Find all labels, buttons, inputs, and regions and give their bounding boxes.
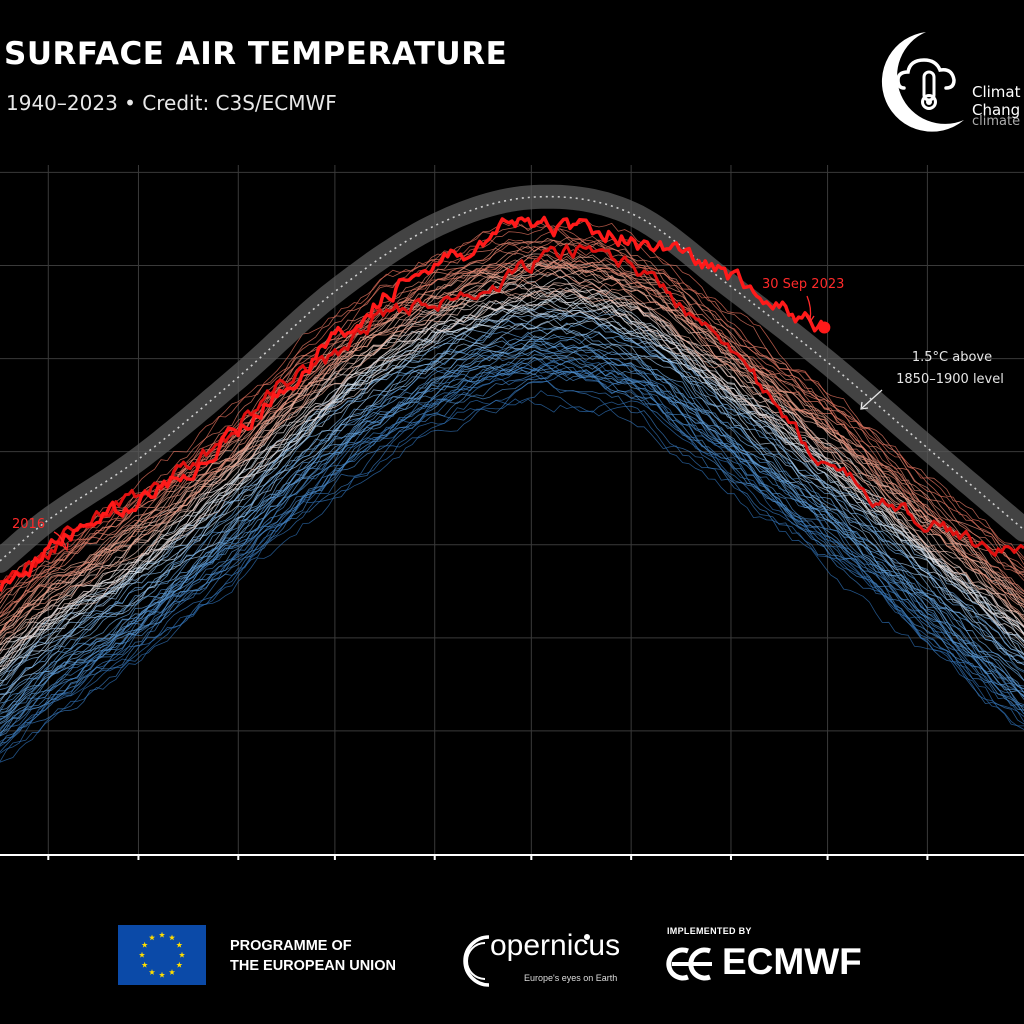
year-line-1945 xyxy=(0,380,1024,753)
year-line-2009 xyxy=(0,263,1024,633)
annotation-2023-arrow xyxy=(806,295,812,321)
eu-star xyxy=(158,931,166,938)
year-line-2018 xyxy=(0,222,1024,596)
year-line-1969 xyxy=(0,327,1024,700)
annotation-2023-arrowhead xyxy=(805,315,815,324)
implemented-by-label: IMPLEMENTED BY xyxy=(667,926,752,936)
eu-star xyxy=(141,961,148,968)
year-line-1980 xyxy=(0,320,1024,685)
eu-star xyxy=(168,969,176,975)
reference-line xyxy=(0,195,1024,562)
reference-label-arrow xyxy=(861,389,883,409)
year-line-1993 xyxy=(0,288,1024,668)
eu-star xyxy=(176,941,183,948)
year-line-2013 xyxy=(0,237,1024,614)
reference-label-line2: 1850–1900 level xyxy=(896,372,1004,387)
year-line-2012 xyxy=(0,260,1024,634)
year-line-1946 xyxy=(0,358,1024,737)
c3s-name: Climat Chang xyxy=(972,83,1021,119)
eu-star xyxy=(148,934,156,941)
year-line-1950 xyxy=(0,365,1024,729)
year-line-1953 xyxy=(0,372,1024,736)
c3s-name-line2: Chang xyxy=(972,101,1021,119)
year-line-1943 xyxy=(0,371,1024,747)
year-line-1981 xyxy=(0,298,1024,664)
ecmwf-name: ECMWF xyxy=(722,941,862,982)
annotation-2016-arrowhead xyxy=(61,542,69,552)
series-line-2023 xyxy=(0,215,826,593)
eu-line1: PROGRAMME OF xyxy=(230,938,352,954)
eu-star xyxy=(141,941,148,948)
year-line-1966 xyxy=(0,349,1024,713)
year-line-1970 xyxy=(0,317,1024,688)
year-line-2006 xyxy=(0,245,1024,618)
annotation-2016-arrow xyxy=(53,531,67,549)
year-line-1955 xyxy=(0,363,1024,731)
reference-band xyxy=(0,184,1024,573)
year-line-1975 xyxy=(0,318,1024,702)
year-line-1940 xyxy=(0,398,1024,763)
eu-star xyxy=(138,951,146,958)
ecmwf-logo-icon xyxy=(666,947,712,981)
year-line-1948 xyxy=(0,357,1024,744)
c3s-name-line1: Climat xyxy=(972,83,1021,101)
year-lines xyxy=(0,219,1024,763)
year-line-2008 xyxy=(0,258,1024,632)
chart-title: SURFACE AIR TEMPERATURE xyxy=(4,36,508,72)
year-line-1984 xyxy=(0,293,1024,668)
x-axis-ticks: FEBMARAPRMAYJUNJULAUGSEPOCTNOV xyxy=(47,855,929,860)
year-line-1951 xyxy=(0,350,1024,721)
annotation-2023: 30 Sep 2023 xyxy=(762,277,844,292)
chart-subtitle: 1940–2023 • Credit: C3S/ECMWF xyxy=(6,91,337,115)
year-line-2014 xyxy=(0,255,1024,622)
reference-label-arrowhead xyxy=(860,401,869,410)
year-line-2020 xyxy=(0,228,1024,604)
eu-star xyxy=(148,969,156,975)
year-line-1967 xyxy=(0,342,1024,711)
year-line-1941 xyxy=(0,390,1024,754)
copernicus-tagline: Europe's eyes on Earth xyxy=(524,973,618,983)
eu-line2: THE EUROPEAN UNION xyxy=(230,958,396,974)
year-line-1960 xyxy=(0,331,1024,709)
year-line-2001 xyxy=(0,287,1024,652)
endpoint-marker xyxy=(818,321,831,334)
copernicus-logo-icon xyxy=(463,934,590,987)
year-line-2007 xyxy=(0,271,1024,634)
temperature-chart: FEBMARAPRMAYJUNJULAUGSEPOCTNOV 2016 30 S… xyxy=(0,165,1024,860)
copernicus-name: opernicus xyxy=(490,929,621,962)
eu-programme-text: PROGRAMME OF THE EUROPEAN UNION xyxy=(230,936,396,976)
year-line-1991 xyxy=(0,303,1024,662)
year-line-1963 xyxy=(0,355,1024,725)
year-line-1949 xyxy=(0,369,1024,746)
year-line-1942 xyxy=(0,380,1024,762)
reference-label-line1: 1.5°C above xyxy=(912,350,992,365)
year-line-2011 xyxy=(0,238,1024,604)
eu-star xyxy=(168,934,176,941)
c3s-url: climate xyxy=(972,114,1021,129)
eu-star xyxy=(158,971,166,978)
eu-star xyxy=(178,951,186,958)
eu-star xyxy=(176,961,183,968)
year-line-1959 xyxy=(0,366,1024,733)
year-line-1982 xyxy=(0,309,1024,672)
annotation-2016: 2016 xyxy=(12,517,45,532)
year-line-2015 xyxy=(0,258,1024,617)
year-line-1997 xyxy=(0,263,1024,637)
year-line-1995 xyxy=(0,282,1024,651)
thermometer-cloud-icon xyxy=(881,32,964,132)
footer: PROGRAMME OF THE EUROPEAN UNION opernicu… xyxy=(0,915,1024,1005)
year-line-1944 xyxy=(0,358,1024,735)
year-line-2016 xyxy=(0,238,1024,600)
eu-flag-icon xyxy=(118,925,206,985)
year-line-2010 xyxy=(0,246,1024,609)
